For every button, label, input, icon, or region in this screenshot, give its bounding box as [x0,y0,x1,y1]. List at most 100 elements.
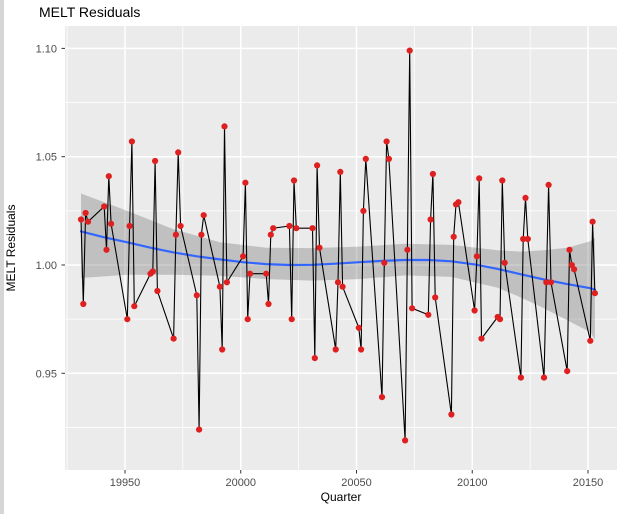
data-point[interactable] [216,283,223,290]
data-point[interactable] [427,216,434,223]
y-tick-label: 1.10 [36,43,57,55]
data-point[interactable] [126,222,133,230]
data-point[interactable] [406,47,413,54]
data-point[interactable] [267,231,274,238]
data-points [77,47,599,444]
data-point[interactable] [240,253,247,260]
data-point[interactable] [221,123,228,130]
x-tick-label: 20100 [457,477,488,489]
data-point[interactable] [432,294,439,301]
data-point[interactable] [566,246,573,253]
data-point[interactable] [246,270,254,277]
data-point[interactable] [170,335,177,342]
data-point[interactable] [196,426,203,433]
data-point[interactable] [105,173,112,180]
data-point[interactable] [198,231,205,238]
data-point[interactable] [450,233,457,240]
data-point[interactable] [101,203,108,210]
data-point[interactable] [219,346,226,353]
data-point[interactable] [448,411,455,418]
data-point[interactable] [499,177,506,184]
x-tick-label: 20050 [341,477,372,489]
data-point[interactable] [547,279,555,286]
data-point[interactable] [334,279,342,286]
data-point[interactable] [124,316,131,323]
data-point[interactable] [288,316,295,323]
data-point[interactable] [571,266,578,273]
data-point[interactable] [175,149,182,156]
data-point[interactable] [564,368,571,375]
data-point[interactable] [103,246,110,253]
data-point[interactable] [455,199,462,206]
data-point[interactable] [84,218,92,225]
data-point[interactable] [177,222,184,230]
data-point[interactable] [339,283,346,290]
data-point[interactable] [355,324,362,331]
data-point[interactable] [404,246,411,253]
data-point[interactable] [154,287,161,295]
data-point[interactable] [152,157,159,165]
data-point[interactable] [223,279,230,286]
data-point[interactable] [589,218,596,225]
data-point[interactable] [540,374,548,381]
data-point[interactable] [476,175,483,182]
data-point[interactable] [522,194,529,201]
data-point[interactable] [543,279,550,286]
data-point[interactable] [409,305,416,312]
data-point[interactable] [524,235,531,243]
data-point[interactable] [362,155,369,162]
data-point[interactable] [471,307,478,314]
data-point[interactable] [358,346,365,353]
data-point[interactable] [402,437,409,444]
data-point[interactable] [128,138,135,145]
data-point[interactable] [270,225,277,232]
x-tick-label: 20000 [225,477,256,489]
y-tick-label: 1.05 [36,152,57,164]
data-point[interactable] [82,209,89,217]
data-point[interactable] [108,220,115,227]
data-point[interactable] [265,300,272,308]
window-edge-strip [0,0,4,514]
data-point[interactable] [286,222,293,230]
data-point[interactable] [517,374,525,381]
data-point[interactable] [149,268,156,275]
axis-tick-marks [61,47,589,474]
data-point[interactable] [311,355,318,362]
data-point[interactable] [520,235,527,243]
data-point[interactable] [360,207,367,214]
data-point[interactable] [80,300,87,308]
data-point[interactable] [378,394,386,401]
data-point[interactable] [587,337,594,344]
data-point[interactable] [172,231,179,238]
data-point[interactable] [478,335,485,342]
data-point[interactable] [496,316,504,323]
data-point[interactable] [383,138,390,145]
data-point[interactable] [293,225,300,232]
data-point[interactable] [290,177,298,184]
data-point[interactable] [193,292,200,299]
chart-title: MELT Residuals [39,4,140,20]
data-point[interactable] [244,316,251,323]
data-point[interactable] [381,259,388,266]
data-point[interactable] [429,170,436,178]
data-point[interactable] [131,303,138,310]
data-point[interactable] [332,346,339,353]
data-point[interactable] [77,216,85,223]
data-point[interactable] [501,259,508,266]
data-point[interactable] [337,168,344,175]
data-point[interactable] [316,244,323,251]
data-point[interactable] [309,225,316,232]
data-point[interactable] [242,179,249,186]
data-point[interactable] [385,155,392,162]
data-point[interactable] [200,212,207,219]
data-point[interactable] [473,253,480,260]
data-point[interactable] [425,311,432,318]
x-tick-label: 19950 [110,477,141,489]
data-point[interactable] [591,290,599,297]
data-point[interactable] [545,181,552,188]
x-axis-title: Quarter [321,490,362,504]
data-point[interactable] [263,270,270,277]
data-point[interactable] [314,162,321,169]
